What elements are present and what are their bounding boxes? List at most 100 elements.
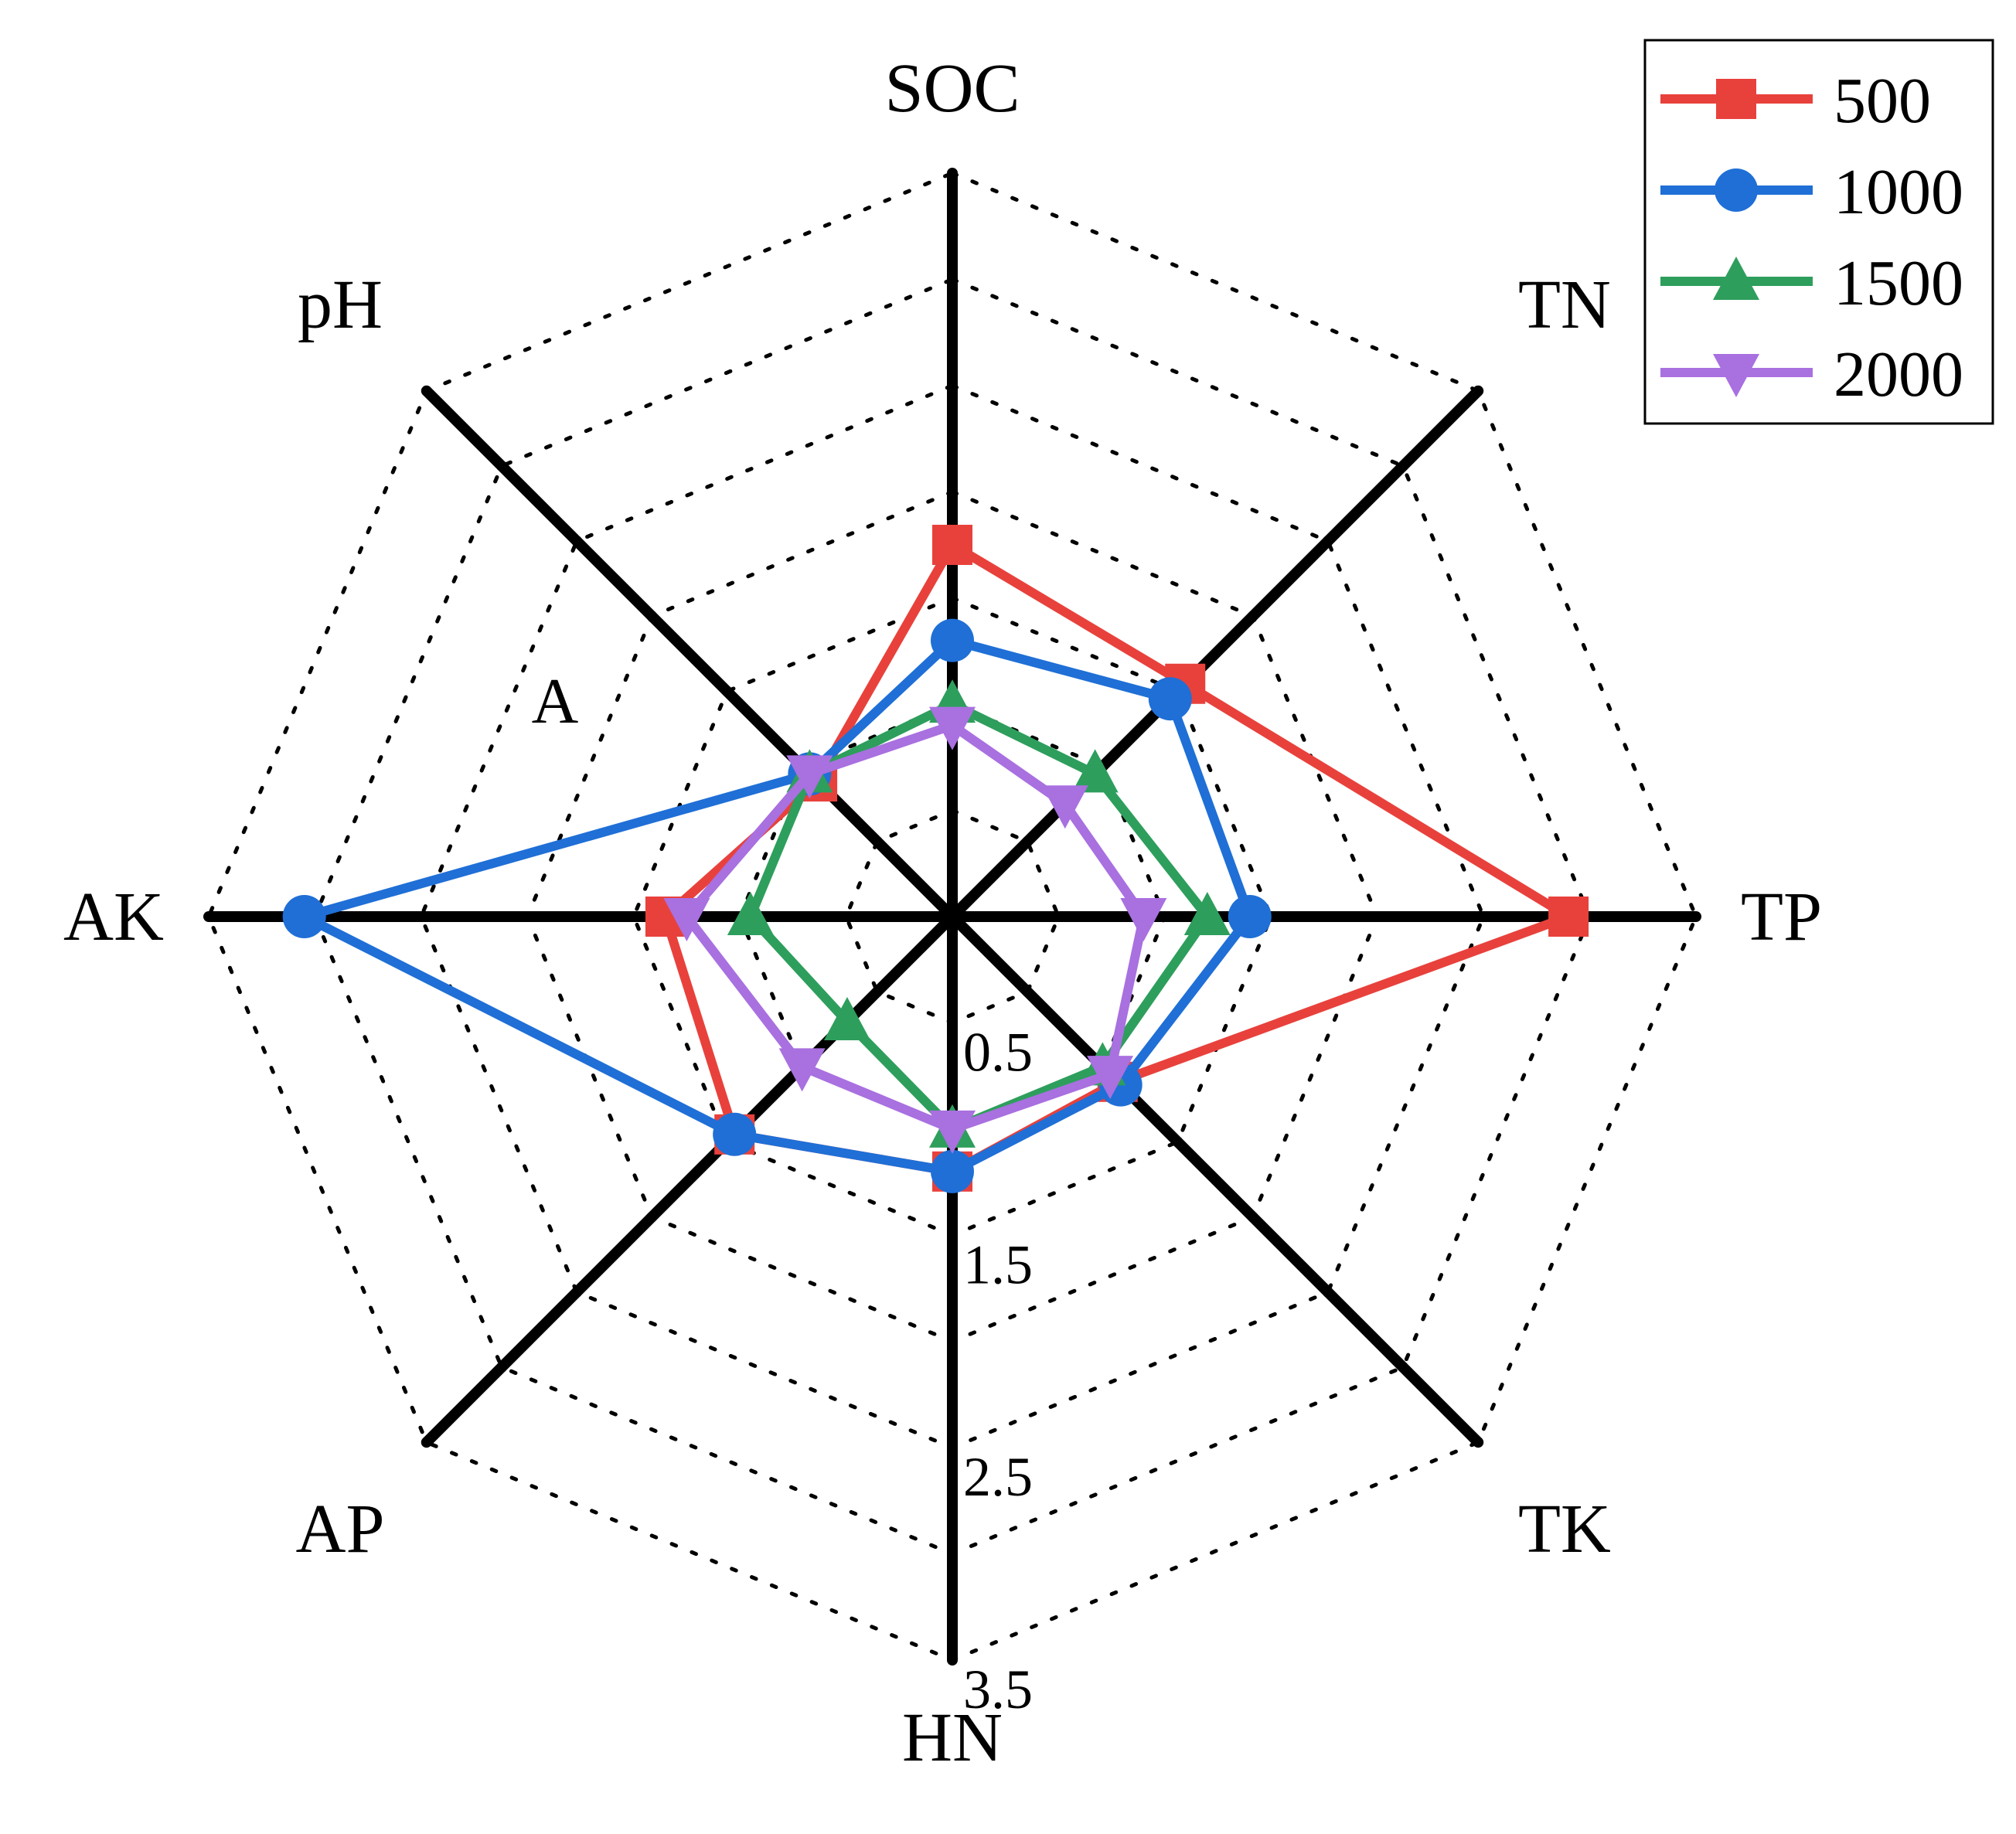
tick-label-1-5: 1.5 <box>963 1233 1033 1295</box>
tick-label-3-5: 3.5 <box>963 1659 1033 1720</box>
axis-tick-ph-1 <box>871 835 883 847</box>
legend: 500 1000 1500 2000 <box>1643 39 1994 425</box>
axis-tick-hn-5 <box>947 1442 958 1454</box>
point-1000-ak <box>282 895 326 938</box>
axis-tick-ph-3 <box>721 686 733 697</box>
point-1500-ak <box>727 892 774 935</box>
point-1000-hn <box>931 1149 974 1193</box>
point-500-tp <box>1548 897 1589 937</box>
tick-label-2-5: 2.5 <box>963 1446 1033 1508</box>
axis-tick-tp-5 <box>1478 911 1490 922</box>
legend-item-500: 500 <box>1660 65 1931 137</box>
axis-label-ak: AK <box>63 879 164 955</box>
legend-item-1000: 1000 <box>1660 156 1963 228</box>
axis-tick-hn-7 <box>947 1655 958 1666</box>
axis-tick-ap-1 <box>871 986 883 998</box>
axis-tick-tn-7 <box>1473 385 1484 396</box>
axis-tick-soc-3 <box>947 592 958 604</box>
axis-tick-ap-4 <box>646 1211 658 1223</box>
axis-tick-tk-4 <box>1247 1211 1258 1223</box>
axis-tick-ap-5 <box>571 1286 583 1298</box>
point-1000-soc <box>931 618 974 662</box>
axis-tick-soc-5 <box>947 379 958 391</box>
panel-label: A <box>532 665 579 737</box>
axis-tick-tk-7 <box>1473 1437 1484 1448</box>
axis-tick-ph-6 <box>495 460 507 471</box>
series-group <box>282 525 1589 1193</box>
legend-marker-1500 <box>1713 257 1759 300</box>
point-2000-ph <box>786 755 833 799</box>
series-2000 <box>663 706 1167 1154</box>
axis-label-tk: TK <box>1518 1491 1611 1567</box>
axis-label-tn: TN <box>1518 267 1611 343</box>
point-1500-ap <box>823 997 870 1041</box>
axis-tick-tn-5 <box>1322 536 1333 547</box>
axis-line-tk <box>948 913 1483 1447</box>
axis-tick-soc-7 <box>947 168 958 179</box>
axis-label-hn: HN <box>902 1700 1003 1776</box>
axis-tick-ap-6 <box>495 1362 507 1373</box>
legend-label-1000: 1000 <box>1834 156 1963 228</box>
axis-tick-hn-3 <box>947 1230 958 1241</box>
axis-tick-tk-3 <box>1172 1136 1183 1148</box>
axis-tick-soc-1 <box>947 805 958 816</box>
axis-tick-ap-7 <box>421 1437 432 1448</box>
axis-tick-hn-4 <box>947 1336 958 1347</box>
point-1000-ap <box>713 1112 757 1156</box>
axis-tick-tp-4 <box>1371 911 1383 922</box>
axis-tick-ak-7 <box>203 911 214 922</box>
axis-label-soc: SOC <box>884 50 1020 127</box>
point-500-soc <box>932 525 972 565</box>
point-2000-tp <box>1120 898 1167 941</box>
point-2000-tn <box>1041 785 1088 829</box>
point-2000-tk <box>1087 1056 1134 1100</box>
axis-tick-tp-2 <box>1159 911 1170 922</box>
point-1000-tp <box>1228 895 1272 938</box>
series-1000 <box>282 618 1272 1193</box>
axis-tick-ph-7 <box>421 385 432 396</box>
axis-line-ph <box>422 386 956 920</box>
legend-marker-500 <box>1716 79 1756 119</box>
axis-tick-ph-4 <box>646 611 658 622</box>
point-1500-tn <box>1071 749 1119 793</box>
point-1000-tn <box>1148 677 1192 721</box>
axis-tick-tp-1 <box>1053 911 1064 922</box>
axis-labels: SOC TN TP TK HN AP AK pH <box>63 50 1822 1776</box>
axis-label-ap: AP <box>296 1491 385 1567</box>
point-2000-ak <box>663 898 710 941</box>
axis-tick-tn-6 <box>1398 460 1409 471</box>
tick-label-0-5: 0.5 <box>963 1021 1033 1083</box>
point-1500-tp <box>1183 892 1231 935</box>
axis-tick-ak-3 <box>628 911 639 922</box>
axis-line-tn <box>948 386 1483 920</box>
axis-label-tp: TP <box>1741 879 1822 955</box>
axis-tick-tn-4 <box>1247 611 1258 622</box>
axis-tick-ak-1 <box>840 911 852 922</box>
axis-tick-tk-1 <box>1022 986 1034 998</box>
axis-tick-ak-5 <box>415 911 427 922</box>
legend-label-2000: 2000 <box>1834 339 1963 410</box>
axis-line-ap <box>422 913 956 1447</box>
axis-tick-tk-5 <box>1322 1286 1333 1298</box>
legend-marker-2000 <box>1713 354 1759 397</box>
axis-tick-soc-6 <box>947 274 958 285</box>
axis-tick-ak-4 <box>522 911 533 922</box>
axis-tick-soc-4 <box>947 486 958 498</box>
legend-item-2000: 2000 <box>1660 339 1963 410</box>
point-2000-ap <box>778 1048 826 1092</box>
legend-label-1500: 1500 <box>1834 247 1963 319</box>
legend-item-1500: 1500 <box>1660 247 1963 319</box>
point-2000-soc <box>929 706 976 750</box>
axis-tick-tn-1 <box>1022 835 1034 847</box>
axis-tick-hn-6 <box>947 1548 958 1560</box>
legend-box <box>1643 39 1994 425</box>
tick-labels: 0.5 1.5 2.5 3.5 <box>963 1021 1033 1720</box>
axis-tick-tk-6 <box>1398 1362 1409 1373</box>
legend-label-500: 500 <box>1834 65 1931 137</box>
axis-tick-ph-5 <box>571 536 583 547</box>
legend-marker-1000 <box>1715 168 1758 212</box>
axis-spokes <box>203 168 1701 1666</box>
point-2000-hn <box>929 1110 976 1154</box>
axis-tick-hn-1 <box>947 1017 958 1029</box>
